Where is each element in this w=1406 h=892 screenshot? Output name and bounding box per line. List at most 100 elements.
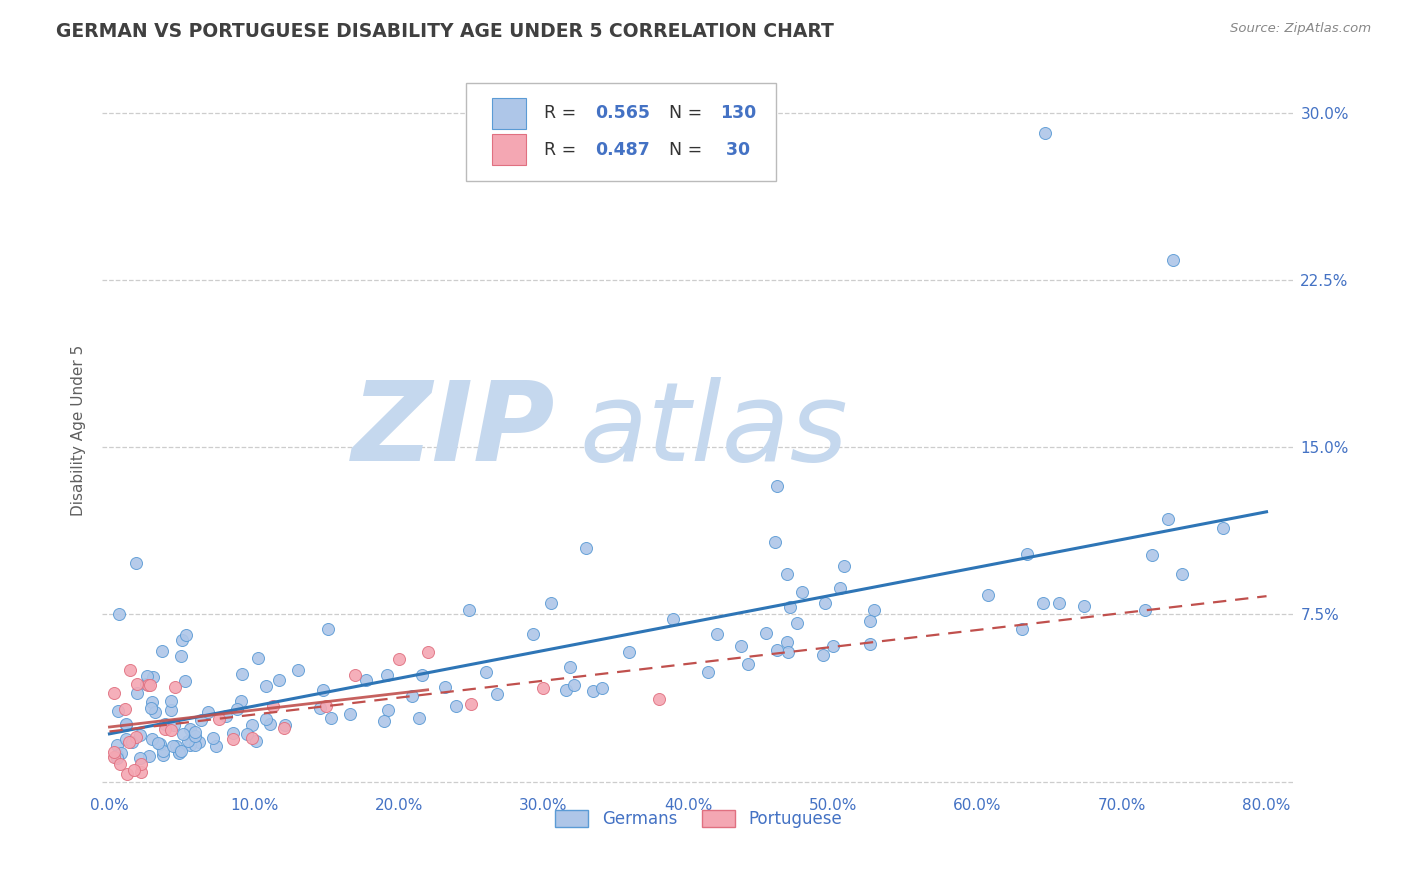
Point — [315, 699, 337, 714]
Point — [105, 748, 128, 763]
Point — [1047, 596, 1070, 610]
Point — [222, 725, 245, 739]
Y-axis label: Disability Age Under 5: Disability Age Under 5 — [72, 345, 86, 516]
Point — [118, 735, 141, 749]
Point — [763, 534, 786, 549]
Point — [124, 763, 146, 777]
Text: 0.565: 0.565 — [595, 104, 650, 122]
Point — [790, 585, 813, 599]
Point — [311, 683, 333, 698]
Point — [135, 668, 157, 682]
Point — [202, 731, 225, 745]
Point — [377, 703, 399, 717]
Point — [832, 558, 855, 573]
Point — [125, 731, 148, 745]
Point — [115, 731, 138, 746]
Point — [176, 628, 198, 642]
Point — [591, 681, 613, 695]
Point — [755, 625, 778, 640]
Point — [977, 588, 1000, 602]
Point — [776, 566, 799, 581]
Point — [262, 699, 284, 714]
Point — [247, 651, 270, 665]
Point — [129, 765, 152, 780]
Point — [127, 677, 149, 691]
Point — [141, 731, 163, 746]
Point — [617, 644, 640, 658]
Point — [153, 722, 176, 736]
Point — [103, 749, 125, 764]
Point — [152, 744, 174, 758]
Point — [240, 731, 263, 746]
Point — [172, 632, 194, 647]
Point — [141, 694, 163, 708]
Point — [167, 745, 190, 759]
Point — [215, 709, 238, 723]
Point — [339, 706, 361, 721]
Point — [706, 627, 728, 641]
Point — [1157, 512, 1180, 526]
Point — [1073, 599, 1095, 613]
Point — [765, 479, 787, 493]
Point — [160, 723, 183, 738]
Point — [446, 699, 468, 714]
Point — [146, 736, 169, 750]
Point — [143, 706, 166, 720]
Point — [776, 645, 799, 659]
Text: 130: 130 — [720, 104, 756, 122]
Point — [160, 703, 183, 717]
Point — [105, 748, 128, 763]
Point — [648, 692, 671, 706]
Point — [242, 718, 264, 732]
Point — [316, 622, 339, 636]
Point — [139, 678, 162, 692]
Point — [575, 541, 598, 556]
Point — [814, 596, 837, 610]
Point — [273, 721, 295, 735]
Bar — [492, 135, 526, 165]
Point — [135, 676, 157, 690]
Point — [105, 738, 128, 752]
Point — [165, 739, 187, 754]
Point — [309, 701, 332, 715]
Point — [167, 746, 190, 760]
Point — [121, 735, 143, 749]
Point — [150, 644, 173, 658]
Point — [107, 705, 129, 719]
Legend: Germans, Portuguese: Germans, Portuguese — [548, 804, 849, 835]
Text: R =: R = — [544, 141, 582, 159]
Point — [416, 645, 439, 659]
Point — [862, 603, 884, 617]
Point — [184, 725, 207, 739]
Point — [1011, 622, 1033, 636]
Point — [190, 714, 212, 728]
Point — [344, 667, 367, 681]
Point — [254, 679, 277, 693]
Point — [107, 607, 129, 622]
Point — [1133, 603, 1156, 617]
Point — [1033, 126, 1056, 140]
Point — [108, 756, 131, 771]
Point — [259, 717, 281, 731]
Point — [766, 643, 789, 657]
Point — [114, 718, 136, 732]
Point — [828, 582, 851, 596]
Point — [204, 739, 226, 753]
Point — [103, 686, 125, 700]
Point — [434, 680, 457, 694]
Point — [859, 614, 882, 628]
Point — [558, 660, 581, 674]
Point — [319, 711, 342, 725]
Point — [153, 716, 176, 731]
Point — [555, 683, 578, 698]
Point — [1032, 595, 1054, 609]
Point — [149, 737, 172, 751]
Point — [540, 596, 562, 610]
Point — [231, 666, 253, 681]
Point — [173, 674, 195, 689]
Point — [662, 612, 685, 626]
Point — [129, 756, 152, 771]
Point — [110, 747, 132, 761]
Point — [118, 663, 141, 677]
Point — [222, 732, 245, 747]
